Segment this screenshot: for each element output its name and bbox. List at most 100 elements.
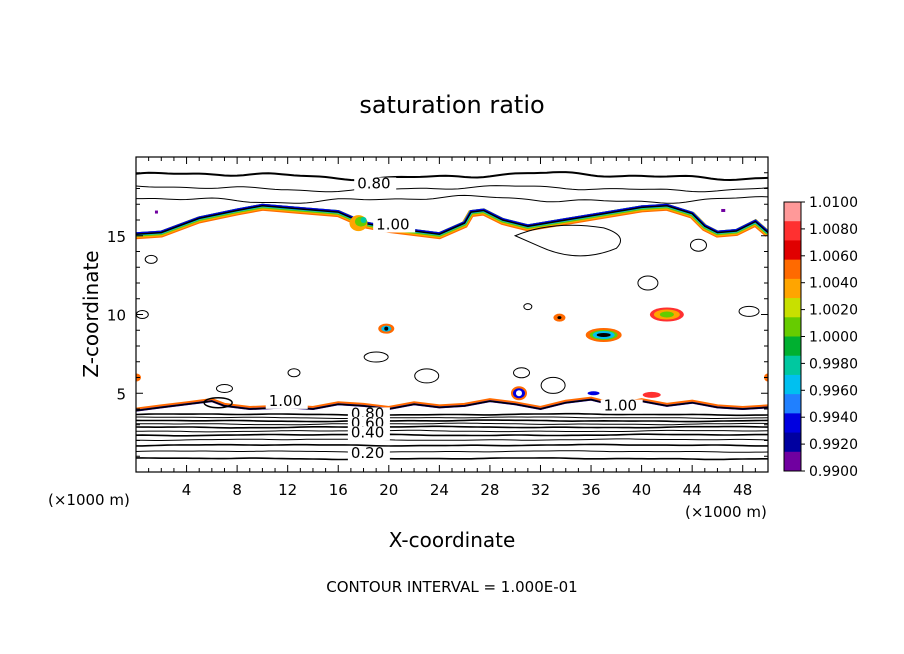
saturation-blob [360,217,367,223]
colorbar-swatch [784,451,801,472]
y-axis-label: Z-coordinate [79,250,103,377]
x-tick-label: 20 [379,481,398,499]
y-tick-label: 15 [107,228,126,246]
colorbar-swatch [784,432,801,453]
contour-line [136,171,768,182]
contour-line [689,238,707,252]
colorbar-swatch [784,374,801,395]
chart-title: saturation ratio [359,91,544,119]
colorbar-label: 1.0080 [809,222,858,238]
contour-label: 1.00 [604,397,637,415]
contour-label-bg [354,177,397,192]
colorbar-swatch [784,355,801,376]
x-tick-label: 8 [232,481,242,499]
colorbar: 1.0100 1.0080 1.0060 1.0040 1.0020 1.0000 0.99… [783,195,858,480]
contour-line [513,367,531,379]
contour-label-bg [265,394,308,409]
x-axis-label: X-coordinate [389,528,516,552]
contour-line [136,194,768,204]
y-tick-label: 5 [116,385,126,403]
contour-field: 0.801.001.00 1.000.800.600.400.20 [136,171,768,462]
contour-label-bg [347,446,390,461]
colorbar-label: 1.0100 [809,195,858,211]
contour-label: 0.80 [357,175,390,193]
x-unit-left: (×1000 m) [48,491,130,509]
contour-line [136,443,768,447]
colorbar-swatch [784,298,801,318]
contour-label: 0.20 [351,444,384,462]
contour-line [523,303,533,311]
contour-line [136,419,768,423]
x-tick-labels: 4 8 12 16 20 24 28 32 36 40 44 48 [182,481,752,499]
contour-label-bg [347,426,390,441]
saturation-patch [642,391,661,398]
saturation-patch [596,332,611,337]
contour-line [414,368,440,384]
x-tick-label: 4 [182,481,192,499]
contour-line [363,351,389,363]
y-tick-label: 10 [107,307,126,325]
colorbar-swatch [784,278,801,299]
contour-line [513,224,621,257]
contour-line [136,457,768,461]
contour-label-bg [600,399,643,414]
colorbar-swatch [784,202,801,222]
colorbar-label: 0.9920 [809,437,858,453]
colorbar-swatch [784,413,801,434]
saturation-patch [659,311,674,318]
colorbar-label: 1.0000 [809,330,858,346]
x-tick-label: 44 [683,481,702,499]
colorbar-swatch [784,317,801,337]
x-tick-label: 32 [531,481,550,499]
colorbar-label: 0.9980 [809,356,858,372]
x-tick-label: 40 [632,481,651,499]
contour-line [136,416,768,419]
contour-line [738,305,760,317]
axis-ticks [136,157,768,472]
colorbar-label: 0.9960 [809,383,858,399]
contour-interval-note: CONTOUR INTERVAL = 1.000E-01 [326,578,577,596]
colorbar-swatch [784,336,801,357]
colorbar-swatch [784,221,801,241]
x-tick-label: 48 [733,481,752,499]
contour-line [637,275,659,291]
colorbar-swatch [784,259,801,280]
contour-label: 1.00 [376,215,409,233]
contour-line [136,429,768,433]
colorbar-label: 0.9940 [809,410,858,426]
contour-line [136,438,768,441]
saturation-patch [384,326,389,331]
contour-line [136,433,768,437]
colorbar-label: 1.0060 [809,249,858,265]
contour-line [136,450,768,453]
contour-line [203,396,233,409]
saturation-speck [154,210,158,214]
contour-line [215,384,233,394]
colorbar-swatch [784,240,801,261]
saturation-patch [557,316,562,320]
saturation-patch [587,391,600,396]
y-tick-labels: 5 10 15 [107,228,126,404]
plot-area: 0.801.001.00 1.000.800.600.400.20 [135,156,769,473]
x-tick-label: 24 [430,481,449,499]
contour-line [540,376,566,394]
colorbar-label: 1.0040 [809,276,858,292]
contour-line [144,254,158,264]
saturation-speck [721,208,726,212]
contour-label: 0.40 [351,423,384,441]
colorbar-label: 1.0020 [809,303,858,319]
contour-line [136,185,768,193]
contour-line-1-00-top [136,205,768,235]
contour-line [287,368,301,378]
x-tick-label: 36 [581,481,600,499]
colorbar-label: 0.9900 [809,464,858,480]
x-tick-label: 12 [278,481,297,499]
x-tick-label: 28 [480,481,499,499]
contour-label: 1.00 [269,392,302,410]
saturation-patch [515,390,522,397]
contour-label-bg [373,218,416,233]
contour-line [136,422,768,426]
colorbar-swatch [784,394,801,414]
contour-line [136,425,768,429]
